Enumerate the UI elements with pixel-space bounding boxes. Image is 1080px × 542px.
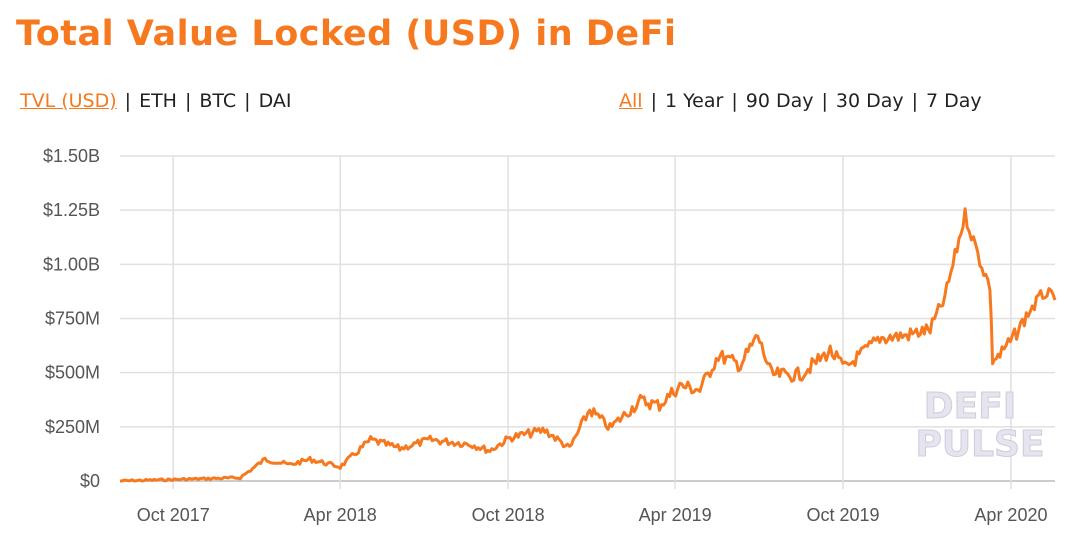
tab-dai[interactable]: DAI [258,90,292,112]
x-tick-label: Apr 2020 [974,505,1047,525]
range-7-day[interactable]: 7 Day [926,90,982,112]
y-tick-label: $750M [45,309,100,329]
y-tick-label: $500M [45,363,100,383]
y-tick-label: $1.00B [43,254,100,274]
range-90-day[interactable]: 90 Day [745,90,814,112]
metric-tabs: TVL (USD) | ETH | BTC | DAI [20,90,291,112]
x-tick-label: Apr 2019 [639,505,712,525]
tvl-series-line [120,207,1057,483]
x-tick-label: Apr 2018 [304,505,377,525]
range-1-year[interactable]: 1 Year [664,90,724,112]
separator: | [650,90,657,112]
watermark-logo: PULSE [915,424,1044,465]
separator: | [184,90,192,112]
watermark-logo: DEFI [924,386,1016,427]
range-30-day[interactable]: 30 Day [835,90,904,112]
x-tick-label: Oct 2019 [807,505,880,525]
separator: | [821,90,828,112]
y-tick-label: $1.25B [43,200,100,220]
y-tick-label: $0 [80,471,100,491]
separator: | [911,90,919,112]
tab-btc[interactable]: BTC [199,90,237,112]
page-title: Total Value Locked (USD) in DeFi [16,14,677,54]
x-tick-label: Oct 2018 [472,505,545,525]
y-tick-label: $250M [45,417,100,437]
separator: | [244,90,251,112]
x-tick-label: Oct 2017 [137,505,210,525]
tab-eth[interactable]: ETH [139,90,177,112]
separator: | [124,90,132,112]
tab-tvl-usd[interactable]: TVL (USD) [20,90,117,112]
separator: | [731,90,738,112]
range-all[interactable]: All [619,90,643,112]
y-tick-label: $1.50B [43,146,100,166]
range-tabs: All | 1 Year | 90 Day | 30 Day | 7 Day [619,90,982,112]
